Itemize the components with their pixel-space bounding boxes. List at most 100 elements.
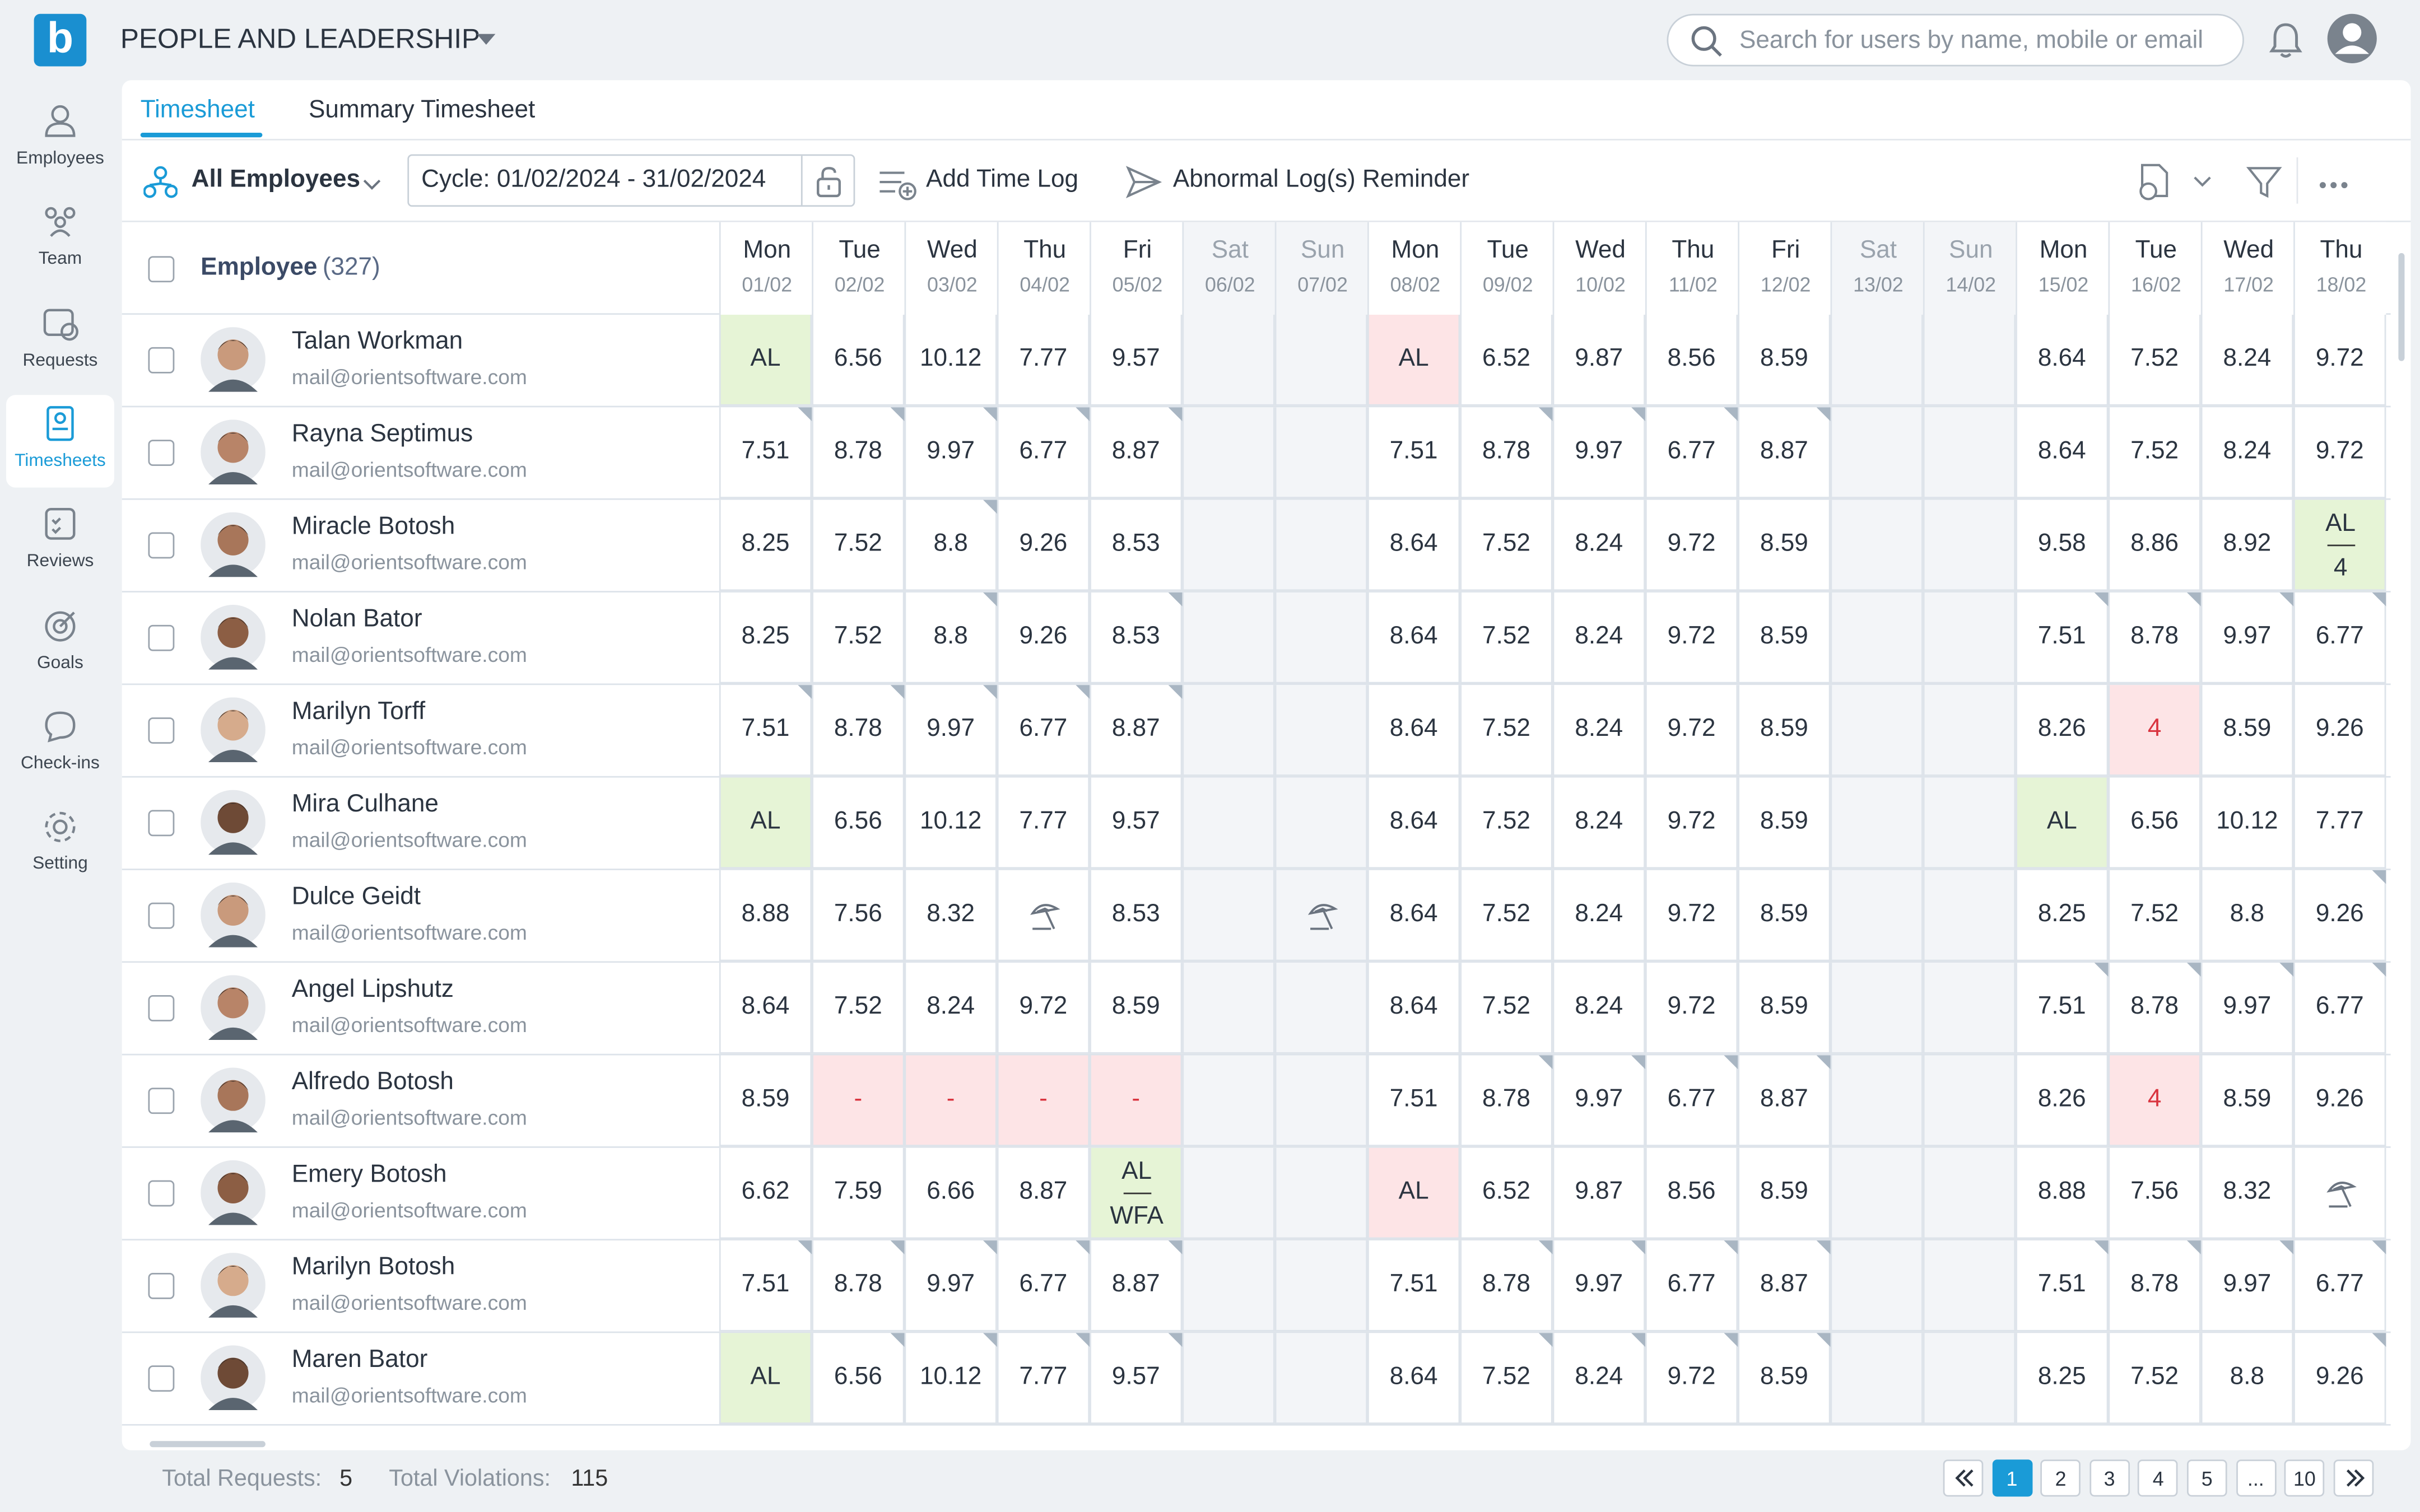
time-cell[interactable]: [1182, 963, 1275, 1054]
time-cell[interactable]: 9.26: [2293, 870, 2386, 962]
time-cell[interactable]: 6.52: [1460, 1147, 1553, 1239]
time-cell[interactable]: 7.77: [997, 1333, 1090, 1424]
checkbox[interactable]: [148, 624, 175, 651]
employee-header[interactable]: Employee: [201, 254, 318, 281]
time-cell[interactable]: 9.72: [1645, 777, 1738, 869]
time-cell[interactable]: 9.72: [1645, 963, 1738, 1054]
time-cell[interactable]: 6.56: [812, 1333, 905, 1424]
time-cell[interactable]: 8.88: [2016, 1147, 2109, 1239]
time-cell[interactable]: 8.87: [1090, 685, 1183, 776]
time-cell[interactable]: 6.77: [997, 685, 1090, 776]
time-cell[interactable]: [2293, 1147, 2386, 1239]
time-cell[interactable]: AL: [2016, 777, 2109, 869]
time-cell[interactable]: 6.56: [812, 315, 905, 406]
time-cell[interactable]: 9.72: [1645, 870, 1738, 962]
time-cell[interactable]: [1274, 1055, 1368, 1147]
time-cell[interactable]: 7.52: [1460, 777, 1553, 869]
time-cell[interactable]: [1274, 407, 1368, 498]
time-cell[interactable]: [1274, 1147, 1368, 1239]
time-cell[interactable]: [1182, 685, 1275, 776]
group-select[interactable]: All Employees: [191, 166, 360, 193]
time-cell[interactable]: 6.52: [1460, 315, 1553, 406]
time-cell[interactable]: [1830, 1147, 1923, 1239]
bell-icon[interactable]: [2267, 20, 2304, 60]
time-cell[interactable]: 7.51: [719, 1240, 812, 1332]
time-cell[interactable]: -: [1090, 1055, 1183, 1147]
time-cell[interactable]: 8.56: [1645, 315, 1738, 406]
time-cell[interactable]: [1182, 592, 1275, 684]
time-cell[interactable]: 7.77: [997, 777, 1090, 869]
sidebar-item[interactable]: Goals: [6, 596, 114, 689]
time-cell[interactable]: 6.77: [1645, 1240, 1738, 1332]
time-cell[interactable]: [1274, 963, 1368, 1054]
time-cell[interactable]: 4: [2108, 1055, 2201, 1147]
time-cell[interactable]: [1182, 1147, 1275, 1239]
time-cell[interactable]: [1923, 963, 2016, 1054]
employee-name[interactable]: Talan Workman: [291, 328, 463, 355]
time-cell[interactable]: 8.59: [1738, 870, 1831, 962]
time-cell[interactable]: 8.26: [2016, 685, 2109, 776]
employee-name[interactable]: Maren Bator: [291, 1347, 428, 1374]
time-cell[interactable]: [1182, 1333, 1275, 1424]
time-cell[interactable]: [1923, 870, 2016, 962]
time-cell[interactable]: 8.59: [1738, 777, 1831, 869]
time-cell[interactable]: 7.56: [2108, 1147, 2201, 1239]
time-cell[interactable]: [1830, 407, 1923, 498]
time-cell[interactable]: 7.56: [812, 870, 905, 962]
checkbox[interactable]: [148, 1365, 175, 1392]
sidebar-item[interactable]: Team: [6, 193, 114, 286]
employee-name[interactable]: Marilyn Botosh: [291, 1254, 455, 1281]
time-cell[interactable]: 9.97: [904, 407, 997, 498]
abnormal-reminder[interactable]: Abnormal Log(s) Reminder: [1172, 166, 1470, 193]
time-cell[interactable]: 7.52: [2108, 407, 2201, 498]
sidebar-item[interactable]: Timesheets: [6, 395, 114, 488]
checkbox[interactable]: [148, 1272, 175, 1299]
time-cell[interactable]: AL 4: [2293, 500, 2386, 591]
time-cell[interactable]: 6.56: [812, 777, 905, 869]
time-cell[interactable]: 9.26: [2293, 685, 2386, 776]
time-cell[interactable]: 8.64: [1367, 1333, 1460, 1424]
sidebar-item[interactable]: Check-ins: [6, 697, 114, 790]
time-cell[interactable]: 7.52: [1460, 685, 1553, 776]
time-cell[interactable]: 9.97: [2200, 963, 2294, 1054]
time-cell[interactable]: [1830, 963, 1923, 1054]
time-cell[interactable]: [1830, 315, 1923, 406]
time-cell[interactable]: 8.59: [1090, 963, 1183, 1054]
time-cell[interactable]: 7.51: [719, 407, 812, 498]
time-cell[interactable]: 8.87: [1738, 407, 1831, 498]
time-cell[interactable]: 8.56: [1645, 1147, 1738, 1239]
time-cell[interactable]: 8.25: [719, 500, 812, 591]
time-cell[interactable]: 6.77: [2293, 963, 2386, 1054]
time-cell[interactable]: 8.25: [719, 592, 812, 684]
time-cell[interactable]: 9.72: [1645, 592, 1738, 684]
time-cell[interactable]: [1923, 407, 2016, 498]
time-cell[interactable]: [1182, 315, 1275, 406]
time-cell[interactable]: [1923, 315, 2016, 406]
time-cell[interactable]: [1274, 1240, 1368, 1332]
employee-name[interactable]: Rayna Septimus: [291, 421, 473, 447]
time-cell[interactable]: 9.72: [2293, 315, 2386, 406]
sidebar-item[interactable]: Employees: [6, 92, 114, 185]
time-cell[interactable]: [1274, 1333, 1368, 1424]
checkbox[interactable]: [148, 347, 175, 374]
v-scrollbar[interactable]: [2398, 253, 2405, 361]
time-cell[interactable]: 8.87: [1090, 407, 1183, 498]
time-cell[interactable]: 8.78: [2108, 963, 2201, 1054]
time-cell[interactable]: 7.52: [1460, 963, 1553, 1054]
time-cell[interactable]: [1923, 777, 2016, 869]
time-cell[interactable]: 7.51: [1367, 1240, 1460, 1332]
time-cell[interactable]: 9.97: [904, 1240, 997, 1332]
time-cell[interactable]: 7.52: [812, 963, 905, 1054]
time-cell[interactable]: [1274, 500, 1368, 591]
time-cell[interactable]: -: [997, 1055, 1090, 1147]
time-cell[interactable]: 8.64: [1367, 500, 1460, 591]
time-cell[interactable]: 7.77: [2293, 777, 2386, 869]
time-cell[interactable]: 7.52: [2108, 870, 2201, 962]
time-cell[interactable]: AL: [1367, 315, 1460, 406]
page-button[interactable]: 4: [2138, 1459, 2179, 1497]
time-cell[interactable]: 8.87: [1090, 1240, 1183, 1332]
checkbox[interactable]: [148, 902, 175, 929]
checkbox[interactable]: [148, 810, 175, 837]
time-cell[interactable]: 6.66: [904, 1147, 997, 1239]
time-cell[interactable]: 4: [2108, 685, 2201, 776]
